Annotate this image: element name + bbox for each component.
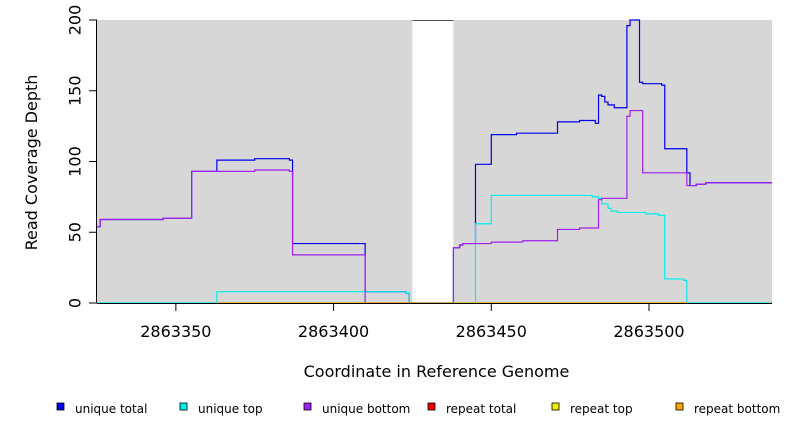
y-axis-title: Read Coverage Depth [22,75,41,251]
x-tick-label: 2863350 [140,322,211,341]
y-tick-label: 50 [66,222,85,242]
series-lines [97,19,772,304]
legend-swatch [427,402,436,411]
y-tick-label: 150 [66,75,85,106]
series-line-unique-bottom [97,109,772,304]
x-tick-label: 2863400 [298,322,369,341]
y-tick-label: 0 [66,298,85,308]
axes: 0 50 100 150 200 2863350 2863400 2863450 2863500 [66,5,772,341]
x-axis-title: Coordinate in Reference Genome [304,362,570,381]
series-line-unique-top [97,194,772,304]
gap-region [412,19,454,304]
legend-label: repeat bottom [694,402,780,416]
series-line-unique-total [97,19,772,304]
legend-swatch [675,402,684,411]
y-tick-label: 100 [66,146,85,177]
legend-label: unique total [75,402,147,416]
legend-label: repeat top [570,402,633,416]
legend-swatch [179,402,188,411]
gap-regions [412,19,454,304]
legend-label: repeat total [446,402,516,416]
legend: unique total unique top unique bottom repea… [56,402,780,416]
legend-swatch [551,402,560,411]
y-tick-label: 200 [66,5,85,36]
legend-swatch [56,402,65,411]
legend-label: unique top [198,402,263,416]
x-tick-label: 2863450 [456,322,527,341]
legend-label: unique bottom [322,402,410,416]
x-tick-label: 2863500 [613,322,684,341]
legend-swatch [303,402,312,411]
